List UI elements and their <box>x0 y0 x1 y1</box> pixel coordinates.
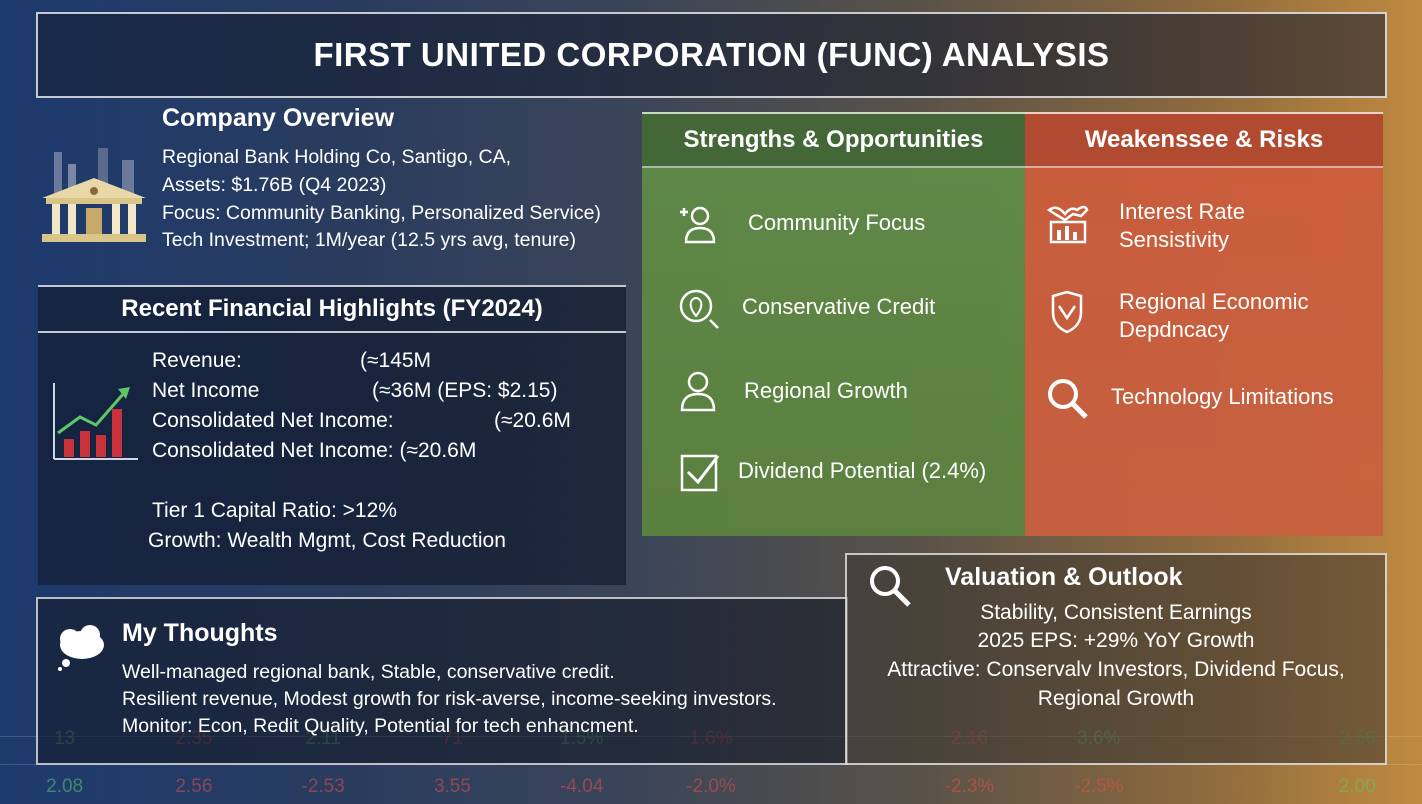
page-title: FIRST UNITED CORPORATION (FUNC) ANALYSIS <box>36 12 1387 98</box>
consolidated-income-label: Consolidated Net Income: <box>152 409 394 432</box>
person-plus-icon <box>680 206 716 244</box>
company-overview: Company Overview Regional Bank Holding C… <box>36 96 626 276</box>
falling-chart-icon <box>1046 205 1089 244</box>
net-income-label: Net Income <box>152 379 260 402</box>
ticker-value: 2.08 <box>46 776 84 797</box>
valuation-outlook: Valuation & Outlook Stability, Consisten… <box>845 553 1387 765</box>
thought-cloud-icon <box>58 625 104 671</box>
financial-title: Recent Financial Highlights (FY2024) <box>38 287 626 333</box>
valuation-title: Valuation & Outlook <box>945 563 1183 591</box>
weaknesses-panel: Weakenssee & Risks Interest Rate Sensist… <box>1025 112 1383 536</box>
ticker-value: 3.55 <box>433 776 471 797</box>
overview-title: Company Overview <box>162 104 395 132</box>
growth-drivers: Growth: Wealth Mgmt, Cost Reduction <box>148 529 506 552</box>
thought-line: Well-managed regional bank, Stable, cons… <box>122 661 615 683</box>
weaknesses-title: Weakenssee & Risks <box>1025 114 1383 168</box>
magnifier-icon <box>1048 379 1088 419</box>
valuation-line: Attractive: Conservalv Investors, Divide… <box>887 658 1345 681</box>
strength-item: Conservative Credit <box>742 294 936 319</box>
ticker-value: -4.04 <box>560 776 604 797</box>
weakness-item-text: Interest Rate Sensistivity <box>1119 199 1245 252</box>
revenue-label: Revenue: <box>152 349 242 372</box>
overview-line: Tech Investment; 1M/year (12.5 yrs avg, … <box>162 229 577 251</box>
shield-icon <box>1051 290 1083 334</box>
location-pin-icon <box>679 289 719 329</box>
ticker-value: 2.00 <box>1338 776 1376 797</box>
ticker-value: -2.53 <box>301 776 345 797</box>
consolidated-income-value: (≈20.6M <box>494 409 571 432</box>
weakness-item-3: Technology Limitations <box>1111 384 1334 409</box>
ticker-value: -2.0% <box>686 776 736 797</box>
ticker-value: -2.3% <box>944 776 995 797</box>
my-thoughts: My Thoughts Well-managed regional bank, … <box>36 597 848 765</box>
thoughts-title: My Thoughts <box>122 619 278 647</box>
strength-item: Regional Growth <box>744 378 908 403</box>
valuation-line: 2025 EPS: +29% YoY Growth <box>977 629 1255 652</box>
weakness-item-1: Interest Rate Sensistivity <box>1119 198 1245 254</box>
growth-chart-icon <box>53 383 138 460</box>
valuation-line: Stability, Consistent Earnings <box>980 601 1252 624</box>
checkbox-icon <box>680 454 720 492</box>
strength-item: Dividend Potential (2.4%) <box>738 458 987 483</box>
financial-highlights: Recent Financial Highlights (FY2024) Rev… <box>38 285 626 585</box>
weakness-item-2: Regional Economic Depdncacy <box>1119 288 1309 344</box>
strengths-panel: Strengths & Opportunities Community Focu… <box>642 112 1025 536</box>
ticker-row-2: 2.08 2.56 -2.53 3.55 -4.04 -2.0% -2.3% -2.5% 2.0… <box>0 770 1422 804</box>
overview-line: Assets: $1.76B (Q4 2023) <box>162 174 387 196</box>
consolidated-income-label: Consolidated Net Income: (≈20.6M <box>152 439 477 462</box>
net-income-value: (≈36M (EPS: $2.15) <box>372 379 558 402</box>
ticker-value: 2.56 <box>175 776 213 797</box>
ticker-value: -2.5% <box>1073 776 1124 797</box>
thought-line: Monitor: Econ, Redit Quality, Potential … <box>122 715 639 737</box>
strengths-title: Strengths & Opportunities <box>642 114 1025 168</box>
weakness-item-text: Regional Economic Depdncacy <box>1119 289 1309 342</box>
thought-line: Resilient revenue, Modest growth for ris… <box>122 688 777 710</box>
overview-line: Regional Bank Holding Co, Santigo, CA, <box>162 146 512 168</box>
overview-line: Focus: Community Banking, Personalized S… <box>162 202 601 224</box>
valuation-line: Regional Growth <box>1037 687 1195 710</box>
revenue-value: (≈145M <box>360 349 432 372</box>
strength-item: Community Focus <box>748 210 926 235</box>
magnifier-icon <box>870 566 911 607</box>
tier1-ratio: Tier 1 Capital Ratio: >12% <box>152 499 397 522</box>
person-icon <box>680 371 716 412</box>
bank-building-icon <box>42 148 146 242</box>
